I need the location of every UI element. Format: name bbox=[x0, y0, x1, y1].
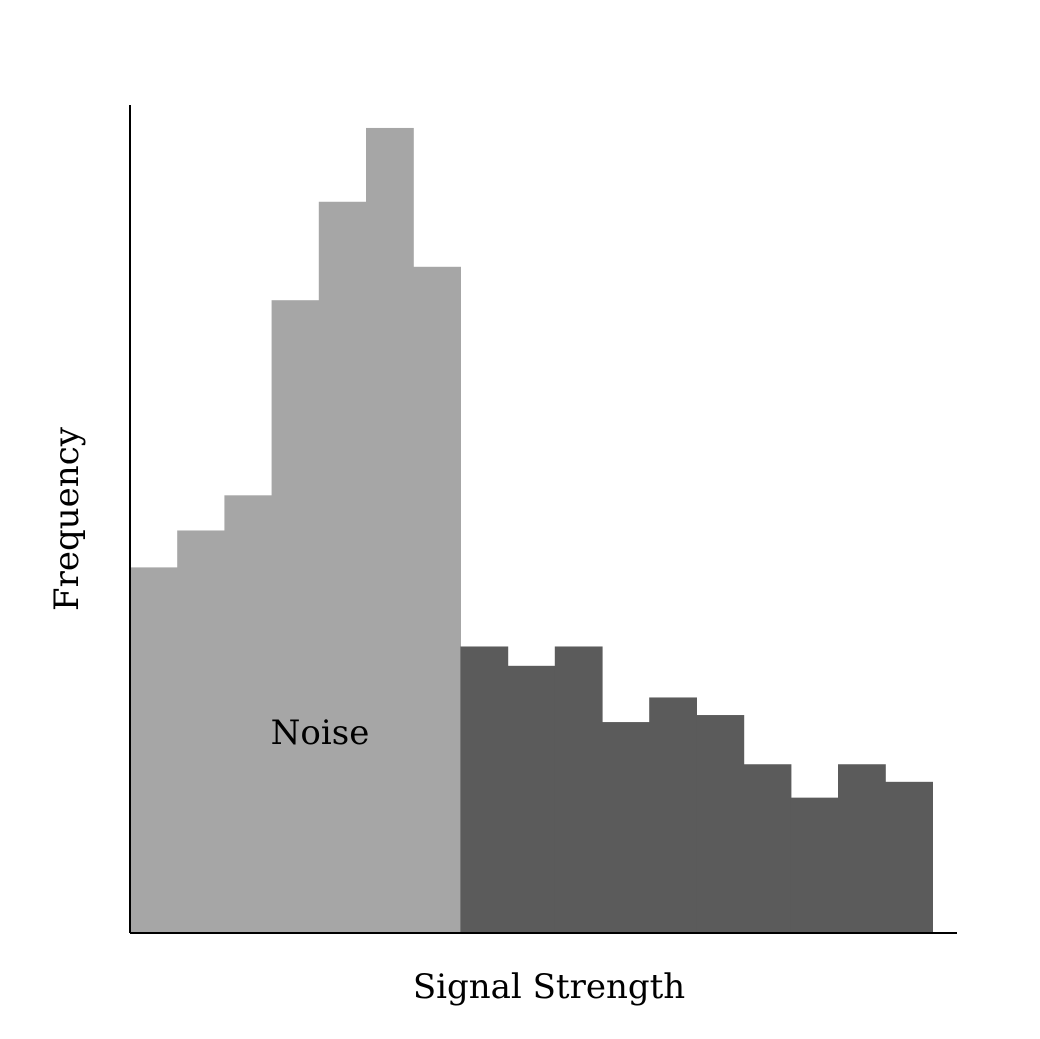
histogram-bar-16 bbox=[838, 764, 886, 933]
histogram-bar-11 bbox=[602, 722, 650, 933]
histogram-bar-10 bbox=[554, 646, 603, 933]
histogram-bar-4 bbox=[271, 300, 320, 933]
histogram-bar-15 bbox=[790, 797, 839, 933]
histogram-bar-14 bbox=[743, 764, 792, 933]
histogram-bar-7 bbox=[413, 266, 461, 933]
histogram-bar-13 bbox=[696, 715, 745, 933]
noise-annotation: Noise bbox=[271, 713, 370, 753]
histogram-bar-3 bbox=[224, 495, 273, 933]
histogram-bar-5 bbox=[318, 201, 367, 933]
histogram-bar-17 bbox=[885, 781, 933, 933]
histogram-bars bbox=[130, 127, 933, 933]
histogram-bar-6 bbox=[366, 127, 414, 933]
histogram-bar-8 bbox=[460, 646, 509, 933]
x-axis-label: Signal Strength bbox=[413, 967, 685, 1007]
histogram-bar-1 bbox=[130, 567, 178, 933]
y-axis-label: Frequency bbox=[47, 426, 87, 611]
histogram-bar-2 bbox=[177, 530, 225, 933]
histogram-bar-12 bbox=[649, 697, 697, 933]
histogram-bar-9 bbox=[507, 665, 556, 933]
